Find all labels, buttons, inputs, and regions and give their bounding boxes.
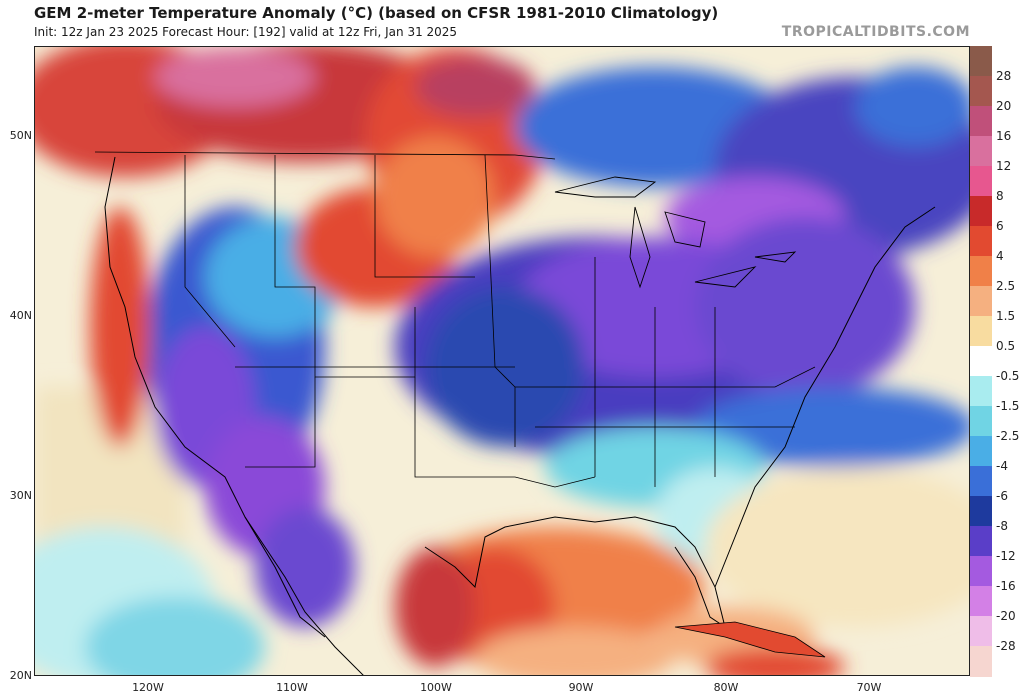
colorbar-swatch bbox=[970, 496, 992, 527]
anomaly-map bbox=[34, 46, 970, 676]
colorbar-tick-label: 1.5 bbox=[996, 309, 1016, 323]
colorbar-swatch bbox=[970, 526, 992, 557]
colorbar-swatch bbox=[970, 616, 992, 647]
colorbar-swatch bbox=[970, 346, 992, 377]
colorbar-swatch bbox=[970, 406, 992, 437]
colorbar-swatch bbox=[970, 166, 992, 197]
latitude-label-20n: 20N bbox=[9, 669, 32, 682]
colorbar-tick-label: -6 bbox=[996, 489, 1008, 503]
map-title: GEM 2-meter Temperature Anomaly (°C) (ba… bbox=[34, 4, 719, 22]
colorbar-swatch bbox=[970, 46, 992, 77]
longitude-label-80w: 80W bbox=[713, 681, 739, 694]
latitude-label-50n: 50N bbox=[9, 129, 32, 142]
colorbar-swatch bbox=[970, 226, 992, 257]
colorbar-tick-label: -28 bbox=[996, 639, 1016, 653]
colorbar-tick-label: -0.5 bbox=[996, 369, 1020, 383]
watermark-logo: TROPICALTIDBITS.COM bbox=[781, 24, 970, 40]
colorbar-swatch bbox=[970, 256, 992, 287]
colorbar-swatch bbox=[970, 106, 992, 137]
latitude-label-40n: 40N bbox=[9, 309, 32, 322]
colorbar-tick-label: 12 bbox=[996, 159, 1012, 173]
longitude-label-120w: 120W bbox=[132, 681, 164, 694]
longitude-label-110w: 110W bbox=[276, 681, 308, 694]
colorbar-swatch bbox=[970, 286, 992, 317]
colorbar-tick-label: -1.5 bbox=[996, 399, 1020, 413]
colorbar-tick-label: -4 bbox=[996, 459, 1008, 473]
colorbar-tick-label: 8 bbox=[996, 189, 1004, 203]
anomaly-map-svg bbox=[35, 47, 969, 675]
colorbar-swatch bbox=[970, 316, 992, 347]
colorbar-swatch bbox=[970, 136, 992, 167]
anomaly-fields bbox=[35, 47, 969, 675]
colorbar-tick-label: 28 bbox=[996, 69, 1012, 83]
colorbar-tick-label: 2.5 bbox=[996, 279, 1016, 293]
colorbar-tick-label: -16 bbox=[996, 579, 1016, 593]
great-lakes bbox=[554, 176, 797, 289]
colorbar-tick-label: 6 bbox=[996, 219, 1004, 233]
colorbar-swatch bbox=[970, 376, 992, 407]
colorbar-tick-label: 4 bbox=[996, 249, 1004, 263]
colorbar-swatch bbox=[970, 76, 992, 107]
state-borders bbox=[94, 151, 816, 488]
colorbar-swatch bbox=[970, 466, 992, 497]
longitude-label-70w: 70W bbox=[856, 681, 882, 694]
colorbar-tick-label: 20 bbox=[996, 99, 1012, 113]
colorbar-legend: 28 20 16 12 8 6 4 2.5 1.5 0.5 -0.5 -1.5 -2.5 -4 -6 -8 -1… bbox=[970, 46, 1022, 677]
colorbar-swatch bbox=[970, 646, 992, 677]
longitude-label-90w: 90W bbox=[568, 681, 594, 694]
map-subtitle: Init: 12z Jan 23 2025 Forecast Hour: [19… bbox=[34, 25, 458, 39]
colorbar-tick-label: 0.5 bbox=[996, 339, 1016, 353]
colorbar-tick-label: 16 bbox=[996, 129, 1012, 143]
coastlines bbox=[104, 156, 936, 675]
colorbar-swatch bbox=[970, 436, 992, 467]
colorbar-tick-label: -12 bbox=[996, 549, 1016, 563]
colorbar-tick-label: -2.5 bbox=[996, 429, 1020, 443]
colorbar-swatch bbox=[970, 586, 992, 617]
longitude-label-100w: 100W bbox=[420, 681, 452, 694]
colorbar-tick-label: -8 bbox=[996, 519, 1008, 533]
colorbar-swatch bbox=[970, 196, 992, 227]
colorbar-swatch bbox=[970, 556, 992, 587]
latitude-label-30n: 30N bbox=[9, 489, 32, 502]
colorbar-tick-label: -20 bbox=[996, 609, 1016, 623]
cuba-landmass bbox=[674, 621, 826, 658]
